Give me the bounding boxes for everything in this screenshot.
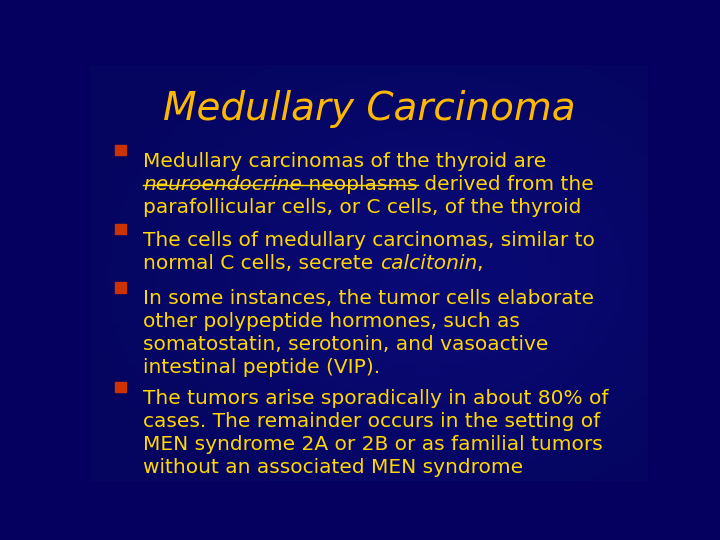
FancyBboxPatch shape [115,382,126,393]
Text: The tumors arise sporadically in about 80% of: The tumors arise sporadically in about 8… [143,389,608,408]
Text: calcitonin: calcitonin [379,254,477,273]
FancyBboxPatch shape [115,282,126,293]
Text: derived from the: derived from the [418,175,593,194]
Text: normal C cells, secrete: normal C cells, secrete [143,254,379,273]
Text: ,: , [477,254,483,273]
Text: In some instances, the tumor cells elaborate: In some instances, the tumor cells elabo… [143,289,594,308]
Text: cases. The remainder occurs in the setting of: cases. The remainder occurs in the setti… [143,412,600,431]
Text: intestinal peptide (VIP).: intestinal peptide (VIP). [143,358,380,377]
Text: The cells of medullary carcinomas, similar to: The cells of medullary carcinomas, simil… [143,231,595,250]
Text: neuroendocrine: neuroendocrine [143,175,302,194]
Text: without an associated MEN syndrome: without an associated MEN syndrome [143,458,523,477]
FancyBboxPatch shape [115,224,126,234]
FancyBboxPatch shape [115,145,126,156]
Text: neoplasms: neoplasms [302,175,418,194]
Text: other polypeptide hormones, such as: other polypeptide hormones, such as [143,312,520,331]
Text: somatostatin, serotonin, and vasoactive: somatostatin, serotonin, and vasoactive [143,335,549,354]
Text: Medullary Carcinoma: Medullary Carcinoma [163,90,575,128]
Text: Medullary carcinomas of the thyroid are: Medullary carcinomas of the thyroid are [143,152,546,171]
Text: parafollicular cells, or C cells, of the thyroid: parafollicular cells, or C cells, of the… [143,198,581,217]
Text: MEN syndrome 2A or 2B or as familial tumors: MEN syndrome 2A or 2B or as familial tum… [143,435,603,454]
